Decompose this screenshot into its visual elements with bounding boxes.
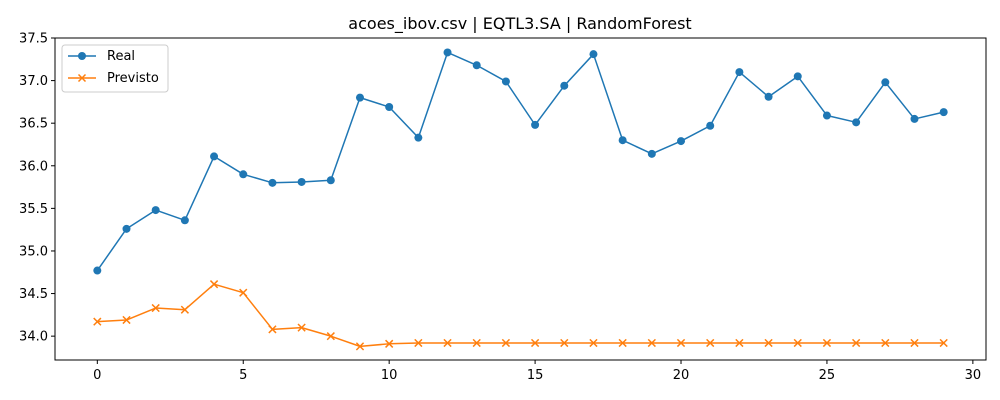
y-tick-label: 35.5: [19, 202, 48, 217]
data-point-previsto: [910, 338, 919, 348]
data-point-previsto: [151, 303, 160, 313]
data-point-real: [122, 224, 131, 233]
data-point-real: [706, 121, 715, 130]
data-point-real: [852, 118, 861, 127]
data-point-real: [210, 152, 219, 161]
data-point-previsto: [530, 338, 540, 348]
data-point-real: [326, 176, 335, 185]
x-tick-label: 25: [819, 368, 836, 383]
data-point-real: [180, 216, 189, 225]
y-tick-label: 34.0: [19, 330, 48, 345]
data-point-real: [93, 266, 102, 275]
y-tick-label: 36.0: [19, 159, 48, 174]
series-layer: [93, 48, 948, 351]
data-point-real: [939, 108, 948, 117]
legend: Real Previsto: [61, 44, 169, 93]
data-point-real: [414, 133, 423, 142]
x-tick-label: 20: [673, 368, 690, 383]
y-tick-label: 35.0: [19, 244, 48, 259]
data-point-real: [677, 137, 686, 146]
data-point-real: [618, 136, 627, 145]
data-point-previsto: [676, 338, 686, 348]
data-point-previsto: [647, 338, 656, 348]
series-line-previsto: [97, 283, 944, 348]
data-point-previsto: [443, 338, 452, 348]
y-tick-label: 36.5: [19, 117, 48, 132]
x-tick-label: 10: [381, 368, 398, 383]
data-point-real: [501, 77, 510, 86]
x-tick-label: 15: [527, 368, 544, 383]
legend-label-real: Real: [107, 49, 135, 64]
data-point-real: [355, 93, 364, 102]
data-point-real: [910, 114, 919, 123]
data-point-previsto: [618, 338, 627, 348]
data-point-previsto: [297, 323, 306, 332]
data-point-previsto: [355, 342, 365, 351]
data-point-previsto: [209, 280, 219, 289]
data-point-real: [239, 170, 248, 179]
data-point-real: [589, 50, 598, 59]
y-tick-label: 34.5: [19, 287, 48, 302]
data-point-previsto: [939, 338, 948, 348]
data-point-real: [385, 103, 394, 111]
data-point-real: [735, 68, 744, 77]
data-point-previsto: [851, 338, 861, 348]
y-axis: 34.0 34.5 35.0 35.5 36.0 36.5 37.0 37.5: [19, 32, 55, 345]
data-point-real: [793, 72, 802, 81]
data-point-real: [881, 78, 890, 87]
chart-title: acoes_ibov.csv | EQTL3.SA | RandomForest: [348, 14, 691, 34]
data-point-previsto: [93, 317, 102, 326]
data-point-previsto: [706, 338, 715, 348]
data-point-real: [560, 81, 569, 90]
data-point-previsto: [180, 305, 190, 314]
data-point-real: [531, 120, 540, 129]
data-point-previsto: [268, 325, 277, 334]
series-line-real: [96, 51, 944, 271]
legend-marker-real: [78, 52, 86, 60]
data-point-real: [268, 178, 277, 187]
legend-marker-previsto: [77, 73, 87, 83]
y-tick-label: 37.0: [19, 74, 48, 89]
data-point-real: [472, 61, 481, 70]
x-tick-label: 5: [239, 368, 247, 383]
plot-frame: [54, 37, 987, 361]
x-tick-label: 30: [965, 368, 982, 383]
y-tick-label: 37.5: [19, 32, 48, 47]
x-tick-label: 0: [93, 368, 101, 383]
legend-label-previsto: Previsto: [107, 71, 159, 86]
data-point-previsto: [501, 338, 511, 348]
data-point-previsto: [326, 332, 335, 341]
data-point-previsto: [793, 338, 802, 348]
data-point-previsto: [472, 338, 481, 348]
data-point-real: [764, 92, 773, 101]
data-point-real: [647, 149, 656, 158]
data-point-real: [822, 111, 831, 120]
data-point-previsto: [881, 338, 890, 348]
data-point-real: [297, 177, 306, 186]
data-point-previsto: [385, 339, 394, 348]
data-point-previsto: [764, 338, 773, 348]
data-point-previsto: [560, 338, 569, 348]
data-point-previsto: [822, 338, 832, 348]
data-point-real: [443, 48, 452, 57]
data-point-real: [151, 206, 160, 215]
data-point-previsto: [414, 338, 423, 348]
data-point-previsto: [589, 338, 598, 348]
data-point-previsto: [239, 288, 248, 297]
data-point-previsto: [122, 315, 131, 325]
x-axis: 0 5 10 15 20 25 30: [93, 360, 981, 383]
data-point-previsto: [735, 338, 744, 348]
